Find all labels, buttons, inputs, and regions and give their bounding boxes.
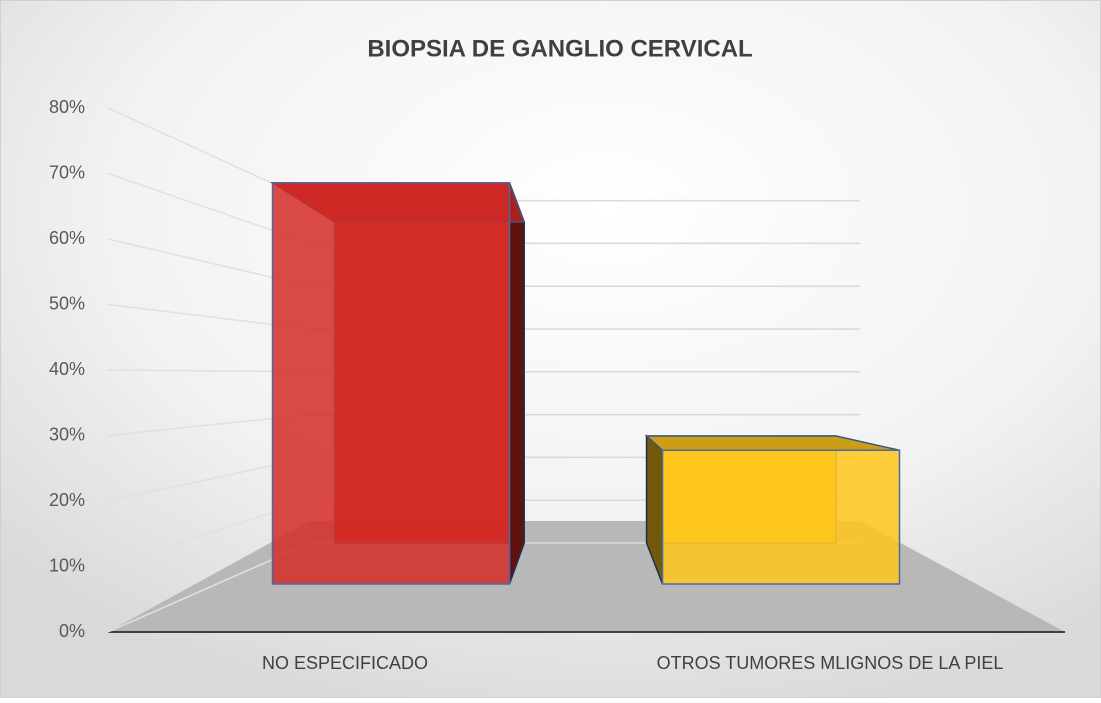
y-tick-label: 80% bbox=[49, 97, 85, 117]
y-tick-label: 20% bbox=[49, 490, 85, 510]
y-tick-label: 60% bbox=[49, 228, 85, 248]
y-tick-label: 70% bbox=[49, 162, 85, 182]
chart-title: BIOPSIA DE GANGLIO CERVICAL bbox=[367, 35, 752, 62]
x-tick-label: NO ESPECIFICADO bbox=[262, 653, 428, 673]
x-tick-label: OTROS TUMORES MLIGNOS DE LA PIEL bbox=[657, 653, 1004, 673]
y-tick-label: 10% bbox=[49, 555, 85, 575]
y-tick-label: 30% bbox=[49, 424, 85, 444]
bar-front bbox=[271, 182, 511, 585]
y-tick-label: 0% bbox=[59, 621, 85, 641]
y-tick-label: 50% bbox=[49, 293, 85, 313]
y-tick-label: 40% bbox=[49, 359, 85, 379]
bar-side bbox=[508, 182, 525, 585]
bar-front bbox=[661, 449, 901, 585]
